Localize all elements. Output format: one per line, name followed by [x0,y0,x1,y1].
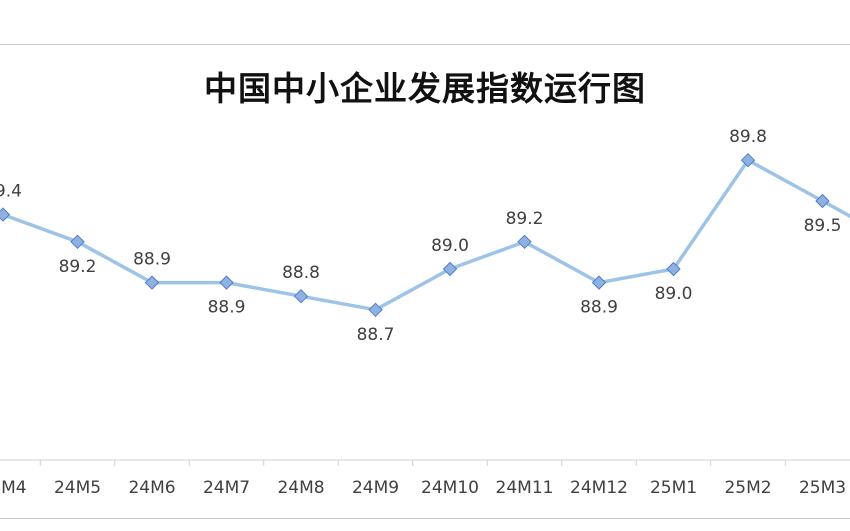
data-point-marker [293,288,309,304]
data-label: 89.0 [431,236,469,256]
data-label: 88.7 [357,325,395,345]
data-point-marker [591,275,607,290]
data-point-marker [144,275,160,290]
data-label: 89.5 [804,216,842,236]
data-label: 89.2 [506,209,544,229]
x-tick-label: 24M6 [128,478,175,498]
data-point-marker [442,261,458,277]
data-point-marker [517,234,532,250]
data-point-marker [219,275,234,290]
data-label: 88.8 [282,263,320,283]
x-tick-label: 24M11 [496,478,554,498]
data-point-marker [815,193,830,209]
data-label: 89.8 [729,127,767,147]
x-tick-label: 24M4 [0,478,27,498]
x-tick-label: 24M5 [54,478,101,498]
series-line [2,158,850,312]
data-label: 89.4 [0,182,22,202]
data-label: 89.0 [655,284,693,304]
data-label: 88.9 [208,298,246,318]
x-tick-label: 24M8 [277,478,324,498]
chart-title: 中国中小企业发展指数运行图 [204,69,646,108]
data-label: 88.9 [580,298,618,318]
top-border-line [0,44,850,45]
data-point-marker [666,261,681,277]
data-point-marker [740,152,756,168]
x-tick-label: 25M2 [724,478,771,498]
data-label: 89.2 [59,257,97,277]
data-point-marker [0,207,11,222]
x-tick-label: 25M3 [799,478,846,498]
x-tick-label: 25M1 [650,478,697,498]
x-tick-label: 24M10 [421,478,479,498]
x-tick-label: 24M7 [203,478,250,498]
data-point-marker [368,302,383,318]
bottom-border-line [0,518,850,519]
x-tick-label: 24M9 [352,478,399,498]
data-label: 88.9 [133,250,171,270]
x-tick-label: 24M12 [570,478,628,498]
data-point-marker [70,234,85,250]
